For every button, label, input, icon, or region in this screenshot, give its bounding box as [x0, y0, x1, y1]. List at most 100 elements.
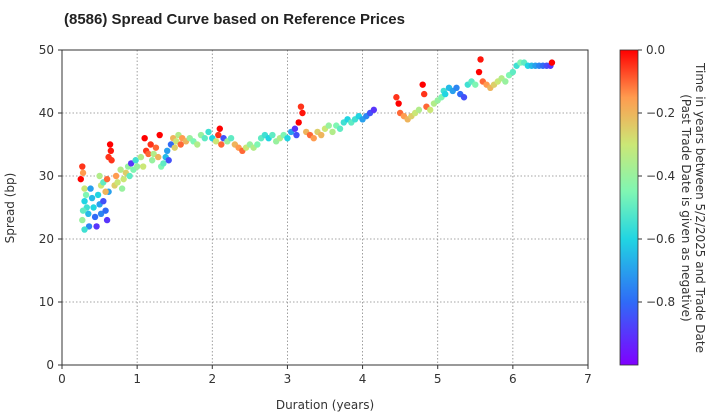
y-axis-ticks: 0 10 20 30 40 50	[39, 43, 62, 372]
scatter-point	[442, 90, 449, 98]
y-axis-label: Spread (bp)	[3, 173, 17, 244]
scatter-point	[177, 141, 184, 148]
scatter-point	[291, 125, 299, 132]
scatter-point	[81, 226, 88, 233]
x-axis-ticks: 0 1 2 3 4 5 6 7	[58, 365, 592, 386]
scatter-point	[81, 198, 88, 205]
scatter-point	[91, 213, 99, 221]
colorbar-label-line2: (Past Trade Date is given as negative)	[679, 94, 693, 322]
scatter-point	[299, 109, 306, 117]
scatter-point	[395, 100, 402, 107]
x-tick-label: 3	[284, 372, 292, 386]
scatter-point	[194, 141, 201, 148]
scatter-point	[329, 128, 336, 136]
scatter-point	[97, 210, 105, 217]
scatter-point	[472, 81, 479, 88]
grid-lines	[62, 50, 588, 365]
scatter-point	[77, 175, 84, 183]
x-tick-label: 1	[133, 372, 141, 386]
scatter-point	[325, 122, 332, 129]
scatter-point	[139, 163, 147, 170]
scatter-point	[160, 160, 167, 167]
y-tick-label: 0	[46, 358, 54, 372]
chart-title: (8586) Spread Curve based on Reference P…	[64, 11, 405, 28]
scatter-point	[148, 157, 156, 164]
scatter-point	[297, 103, 305, 110]
scatter-point	[108, 157, 115, 164]
scatter-point	[79, 169, 87, 177]
scatter-point	[87, 185, 94, 192]
scatter-point	[102, 207, 109, 214]
scatter-point	[94, 191, 102, 199]
scatter-point	[112, 172, 120, 180]
scatter-point	[90, 204, 97, 211]
scatter-point	[295, 119, 302, 126]
scatter-point	[216, 125, 223, 132]
scatter-point	[453, 84, 460, 92]
scatter-point	[173, 138, 180, 145]
scatter-point	[475, 68, 483, 76]
scatter-point	[132, 157, 139, 164]
scatter-point	[79, 207, 87, 214]
scatter-point	[419, 81, 426, 88]
scatter-point	[427, 106, 434, 114]
colorbar-label-line1: Time in years between 5/2/2025 and Trade…	[693, 62, 707, 353]
scatter-point	[215, 131, 222, 139]
scatter-point	[103, 216, 111, 224]
scatter-point	[318, 131, 325, 139]
scatter-point	[126, 172, 133, 180]
scatter-point	[133, 163, 141, 170]
colorbar-tick-label: −0.8	[646, 295, 675, 309]
scatter-point	[218, 141, 225, 148]
scatter-point	[81, 185, 88, 192]
scatter-point	[415, 106, 423, 114]
scatter-point	[336, 125, 344, 132]
scatter-point	[548, 59, 556, 66]
x-tick-label: 4	[359, 372, 367, 386]
y-tick-label: 20	[39, 232, 54, 246]
scatter-point	[420, 90, 428, 98]
scatter-point	[156, 131, 163, 139]
colorbar-tick-label: −0.6	[646, 232, 675, 246]
y-tick-label: 10	[39, 295, 54, 309]
scatter-point	[79, 163, 86, 170]
scatter-point	[509, 68, 517, 76]
scatter-point	[201, 135, 208, 142]
x-tick-label: 2	[208, 372, 216, 386]
scatter-point	[205, 128, 212, 136]
scatter-point	[82, 191, 90, 199]
scatter-point	[393, 94, 400, 101]
colorbar-tick-label: −0.2	[646, 106, 675, 120]
scatter-point	[502, 78, 509, 85]
scatter-point	[269, 131, 276, 139]
y-tick-label: 40	[39, 106, 54, 120]
scatter-point	[85, 223, 93, 230]
scatter-point	[117, 166, 124, 173]
scatter-point	[152, 144, 160, 151]
colorbar-tick-label: 0.0	[646, 43, 665, 57]
scatter-point	[114, 179, 121, 186]
plot-frame	[61, 49, 589, 366]
scatter-point	[227, 135, 235, 142]
scatter-point	[127, 160, 135, 167]
scatter-point	[145, 150, 152, 158]
x-tick-label: 7	[584, 372, 592, 386]
scatter-point	[310, 135, 317, 142]
data-points	[77, 56, 556, 233]
scatter-point	[171, 144, 178, 151]
scatter-point	[100, 198, 107, 205]
plot-area	[62, 50, 588, 365]
scatter-point	[370, 106, 378, 114]
x-tick-label: 0	[58, 372, 66, 386]
scatter-point	[147, 141, 154, 148]
y-tick-label: 30	[39, 169, 54, 183]
scatter-point	[154, 153, 162, 161]
scatter-point	[150, 150, 157, 158]
scatter-point	[85, 210, 92, 217]
x-axis-label: Duration (years)	[276, 398, 374, 412]
scatter-point	[79, 216, 86, 224]
scatter-point	[460, 94, 468, 101]
scatter-point	[118, 185, 126, 192]
